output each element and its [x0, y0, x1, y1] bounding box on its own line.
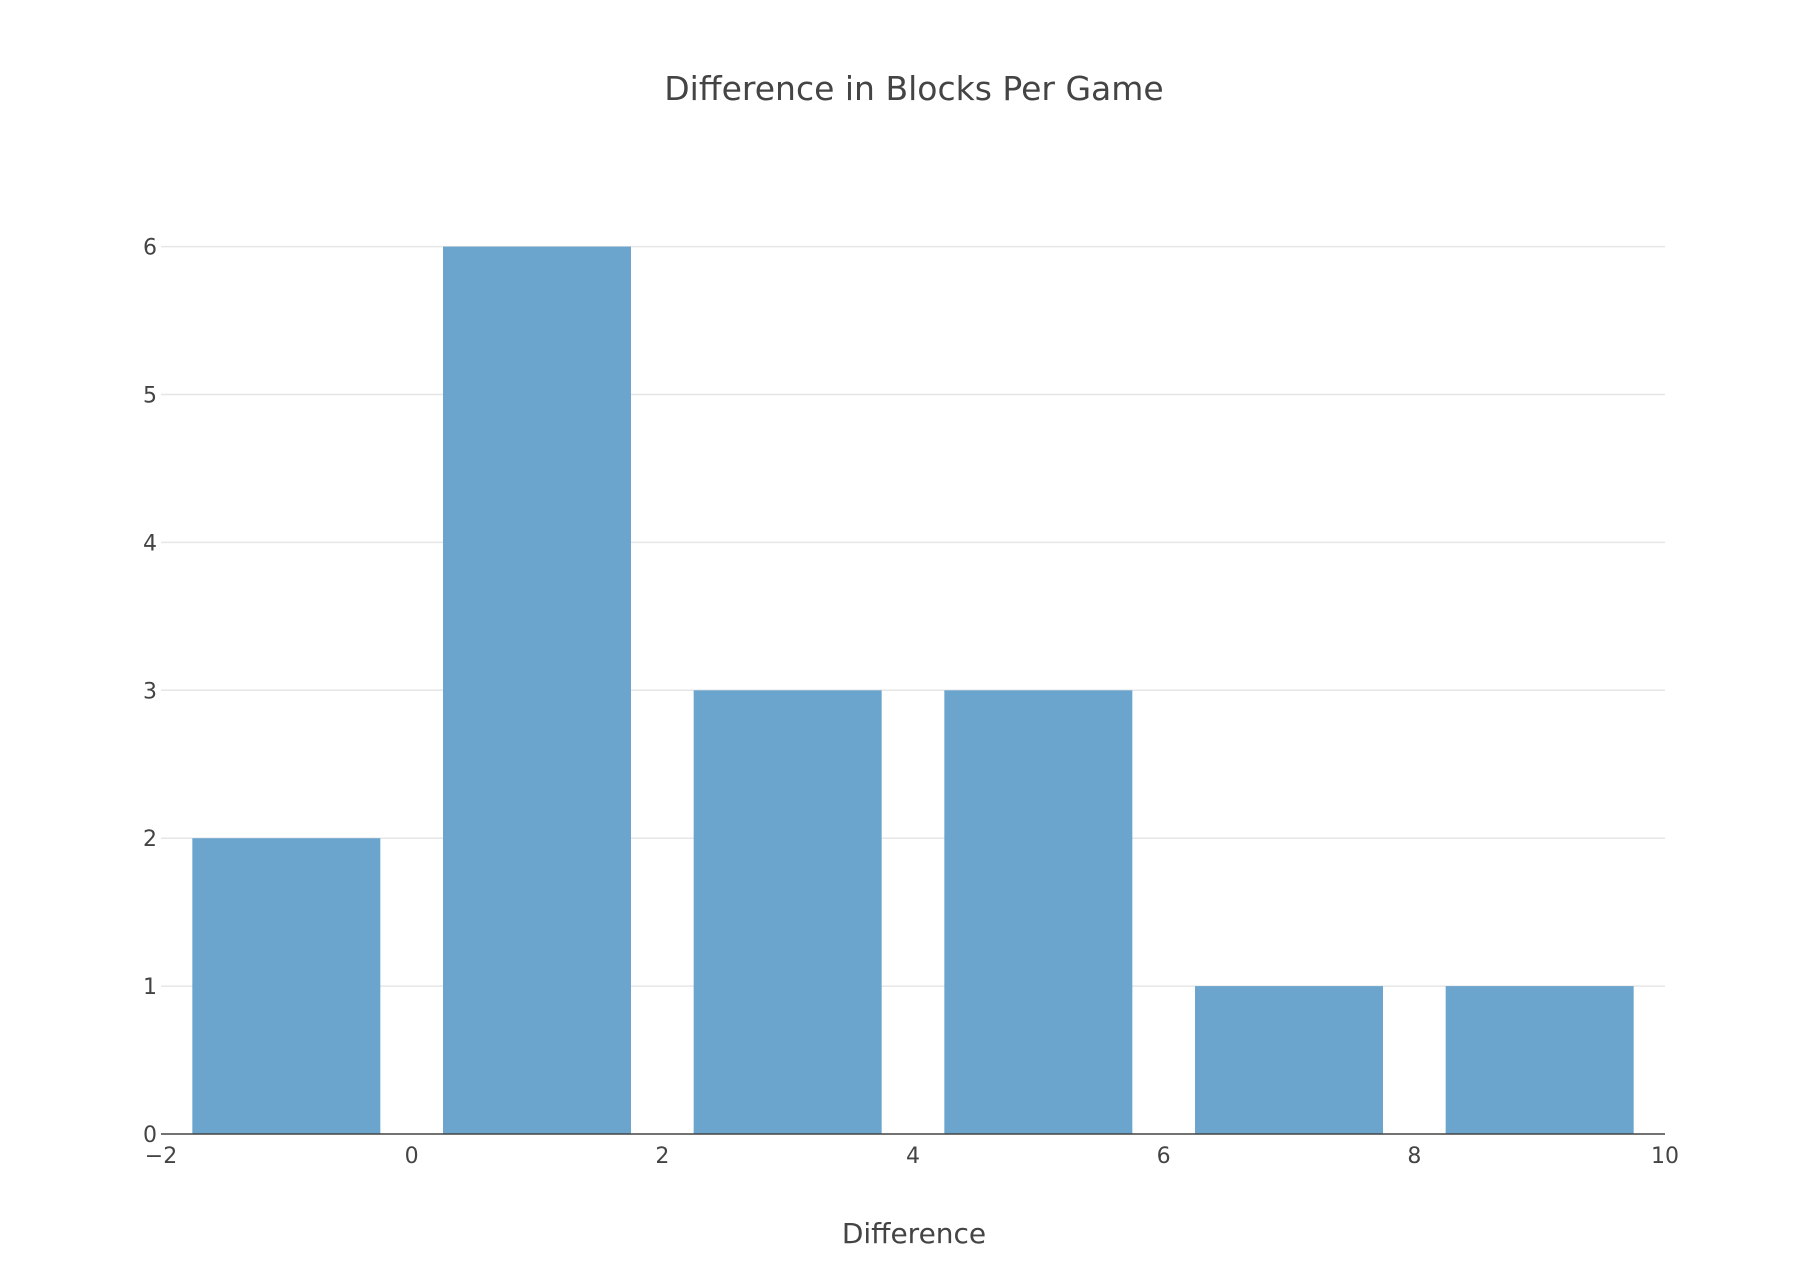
x-tick-label: −2	[145, 1144, 177, 1169]
y-tick-label: 6	[143, 236, 157, 261]
x-tick-label: 4	[906, 1144, 920, 1169]
histogram-bar[interactable]	[944, 690, 1133, 1134]
y-tick-label: 2	[143, 827, 157, 852]
y-tick-label: 0	[143, 1123, 157, 1148]
x-tick-label: 6	[1157, 1144, 1171, 1169]
y-tick-labels: 0 1 2 3 4 5 6	[143, 236, 157, 1148]
histogram-bar[interactable]	[443, 246, 631, 1135]
histogram-bar[interactable]	[693, 690, 882, 1134]
x-tick-label: 8	[1407, 1144, 1421, 1169]
x-tick-label: 0	[405, 1144, 419, 1169]
x-tick-labels: −2 0 2 4 6 8 10	[145, 1144, 1679, 1169]
y-tick-label: 3	[143, 679, 157, 704]
y-tick-label: 4	[143, 531, 157, 556]
histogram-bar[interactable]	[192, 838, 381, 1134]
bars	[192, 246, 1634, 1135]
x-tick-label: 10	[1651, 1144, 1679, 1169]
chart-title: Difference in Blocks Per Game	[664, 69, 1163, 108]
y-tick-label: 1	[143, 975, 157, 1000]
y-tick-label: 5	[143, 384, 157, 409]
x-axis-title: Difference	[842, 1217, 986, 1250]
gridlines	[161, 245, 1665, 987]
histogram-bar[interactable]	[1195, 986, 1383, 1134]
x-tick-label: 2	[655, 1144, 669, 1169]
histogram-bar[interactable]	[1445, 986, 1634, 1134]
